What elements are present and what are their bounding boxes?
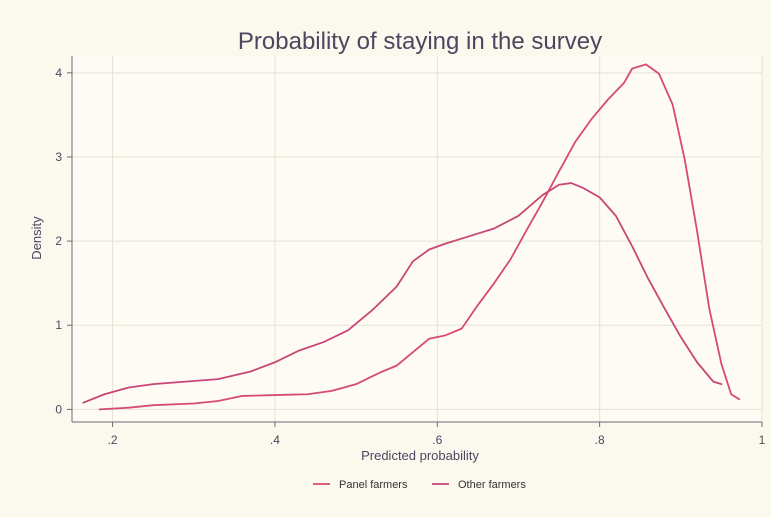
panel-farmers-line (98, 63, 741, 411)
y-tick-label: 4 (55, 66, 62, 80)
legend-label: Other farmers (458, 479, 526, 491)
legend-label: Panel farmers (339, 479, 408, 491)
grid-lines (72, 56, 763, 422)
other-farmers-line (82, 182, 723, 404)
x-tick-label: 1 (759, 433, 766, 447)
plot-area (72, 56, 762, 422)
x-tick-labels: .2 .4 .6 .8 1 (108, 433, 766, 447)
x-tick-label: .8 (595, 433, 605, 447)
y-tick-label: 2 (55, 234, 62, 248)
y-tick-label: 1 (55, 318, 62, 332)
x-tick-label: .2 (108, 433, 118, 447)
legend-item-panel-farmers: Panel farmers (313, 479, 408, 491)
y-tick-label: 3 (55, 150, 62, 164)
legend-item-other-farmers: Other farmers (432, 479, 526, 491)
series-lines (82, 63, 741, 411)
legend: Panel farmers Other farmers (313, 479, 526, 491)
axes (67, 56, 763, 427)
y-axis-title: Density (29, 216, 44, 260)
chart-title: Probability of staying in the survey (238, 28, 602, 55)
x-axis-title: Predicted probability (361, 448, 479, 463)
x-tick-label: .4 (270, 433, 280, 447)
y-tick-label: 0 (55, 402, 62, 416)
x-tick-label: .6 (432, 433, 442, 447)
y-tick-labels: 0 1 2 3 4 (55, 66, 62, 417)
